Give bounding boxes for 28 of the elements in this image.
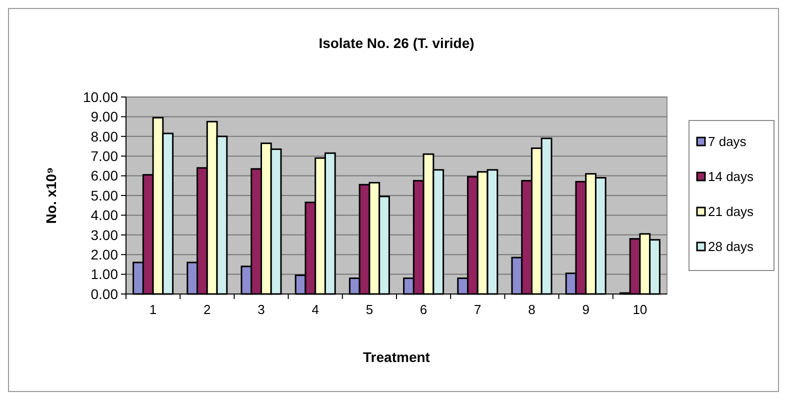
x-tick-label: 3 — [258, 302, 265, 317]
y-tick-label: 9.00 — [90, 108, 118, 125]
y-tick-label: 4.00 — [90, 207, 118, 224]
y-tick-label: 2.00 — [90, 246, 118, 262]
legend-label: 28 days — [708, 239, 754, 254]
chart-title: Isolate No. 26 (T. viride) — [318, 35, 474, 51]
x-tick-label: 9 — [582, 302, 590, 317]
legend-label: 21 days — [708, 204, 754, 220]
y-tick-label: 6.00 — [90, 168, 118, 184]
y-tick-label: 0.00 — [90, 286, 118, 302]
x-tick-label: 8 — [528, 302, 536, 317]
y-tick-label: 7.00 — [90, 148, 118, 164]
x-tick-label: 10 — [632, 302, 648, 317]
y-tick-label: 3.00 — [90, 226, 118, 243]
x-tick-label: 1 — [149, 302, 157, 317]
x-axis-title: Treatment — [363, 349, 430, 365]
legend-label: 14 days — [708, 169, 754, 184]
y-tick-label: 5.00 — [90, 187, 118, 204]
x-tick-label: 5 — [366, 302, 374, 317]
y-tick-label: 1.00 — [90, 266, 118, 282]
x-tick-label: 4 — [312, 302, 319, 317]
y-axis-title: No. x10⁹ — [43, 167, 59, 224]
x-tick-label: 6 — [420, 302, 428, 317]
x-tick-label: 2 — [204, 302, 211, 317]
y-tick-label: 8.00 — [90, 128, 118, 144]
y-tick-label: 10.00 — [82, 88, 118, 105]
x-tick-label: 7 — [474, 302, 482, 317]
legend-label: 7 days — [708, 134, 747, 150]
